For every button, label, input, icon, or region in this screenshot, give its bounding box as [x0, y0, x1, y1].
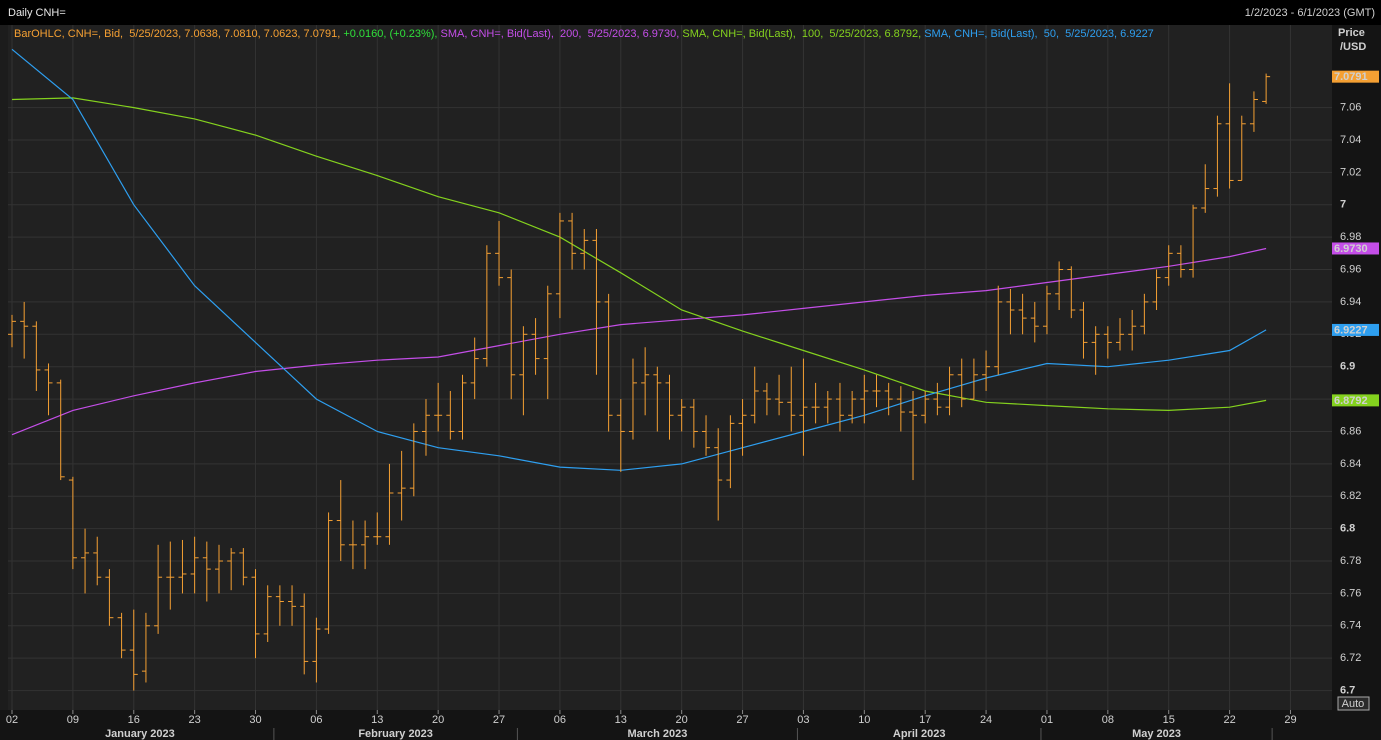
auto-button[interactable]	[1337, 696, 1370, 711]
plot-area	[8, 25, 1332, 710]
y-axis-area	[1332, 25, 1381, 710]
y-tick-label: 6.7	[1340, 684, 1355, 696]
header: Daily CNH= 1/2/2023 - 6/1/2023 (GMT)	[0, 0, 1381, 25]
last-value-label: 6.8792	[1334, 395, 1368, 407]
x-tick-label: 09	[67, 714, 79, 726]
x-tick-label: 10	[858, 714, 870, 726]
x-tick-label: 27	[736, 714, 748, 726]
last-value-tag	[1332, 242, 1379, 255]
y-tick-label: 7.06	[1340, 101, 1361, 113]
x-tick-label: 13	[615, 714, 627, 726]
x-tick-label: 20	[676, 714, 688, 726]
x-tick-label: 22	[1223, 714, 1235, 726]
legend: BarOHLC, CNH=, Bid, 5/25/2023, 7.0638, 7…	[14, 28, 1154, 40]
x-tick-label: 13	[371, 714, 383, 726]
last-value-label: 6.9730	[1334, 243, 1368, 255]
y-tick-label: 6.78	[1340, 555, 1361, 567]
y-tick-label: 6.74	[1340, 620, 1361, 632]
legend-entry: SMA, CNH=, Bid(Last), 100, 5/25/2023, 6.…	[682, 28, 925, 40]
last-value-label: 6.9227	[1334, 324, 1368, 336]
last-value-label: 7.0791	[1334, 71, 1368, 83]
month-label: May 2023	[1132, 728, 1181, 740]
x-tick-label: 03	[797, 714, 809, 726]
x-tick-label: 16	[128, 714, 140, 726]
x-tick-label: 06	[554, 714, 566, 726]
y-tick-label: 7.02	[1340, 166, 1361, 178]
x-tick-label: 15	[1163, 714, 1175, 726]
x-axis-area	[0, 710, 1381, 740]
legend-entry: SMA, CNH=, Bid(Last), 200, 5/25/2023, 6.…	[440, 28, 683, 40]
x-tick-label: 02	[6, 714, 18, 726]
x-tick-label: 30	[249, 714, 261, 726]
month-label: April 2023	[893, 728, 946, 740]
legend-entry: +0.0160, (+0.23%),	[343, 28, 441, 40]
y-tick-label: 6.98	[1340, 231, 1361, 243]
y-tick-label: 6.9	[1340, 361, 1355, 373]
x-tick-label: 23	[189, 714, 201, 726]
x-tick-label: 20	[432, 714, 444, 726]
y-axis-label: /USD	[1340, 41, 1366, 53]
month-label: March 2023	[627, 728, 687, 740]
y-tick-label: 6.94	[1340, 296, 1361, 308]
y-tick-label: 6.8	[1340, 523, 1355, 535]
x-tick-label: 06	[310, 714, 322, 726]
x-tick-label: 08	[1102, 714, 1114, 726]
y-tick-label: 6.84	[1340, 458, 1361, 470]
y-axis-label: Price	[1338, 27, 1365, 39]
sma-line	[11, 48, 1267, 471]
y-tick-label: 6.86	[1340, 425, 1361, 437]
month-label: January 2023	[105, 728, 175, 740]
last-value-tag	[1332, 323, 1379, 336]
x-tick-label: 17	[919, 714, 931, 726]
y-tick-label: 7.04	[1340, 134, 1361, 146]
auto-button-label[interactable]: Auto	[1342, 698, 1365, 710]
last-value-tag	[1332, 70, 1379, 83]
x-tick-label: 01	[1041, 714, 1053, 726]
x-tick-label: 24	[980, 714, 992, 726]
legend-entry: BarOHLC, CNH=, Bid, 5/25/2023, 7.0638, 7…	[14, 28, 344, 40]
y-tick-label: 6.96	[1340, 263, 1361, 275]
last-value-tag	[1332, 394, 1379, 407]
y-tick-label: 6.72	[1340, 652, 1361, 664]
x-tick-label: 29	[1284, 714, 1296, 726]
y-tick-label: 7	[1340, 199, 1346, 211]
date-range: 1/2/2023 - 6/1/2023 (GMT)	[1244, 7, 1375, 19]
y-tick-label: 6.82	[1340, 490, 1361, 502]
legend-entry: SMA, CNH=, Bid(Last), 50, 5/25/2023, 6.9…	[924, 28, 1154, 40]
sma-line	[11, 247, 1267, 436]
chart-title: Daily CNH=	[8, 7, 66, 19]
month-label: February 2023	[358, 728, 433, 740]
sma-line	[11, 97, 1267, 412]
y-tick-label: 6.76	[1340, 587, 1361, 599]
x-tick-label: 27	[493, 714, 505, 726]
